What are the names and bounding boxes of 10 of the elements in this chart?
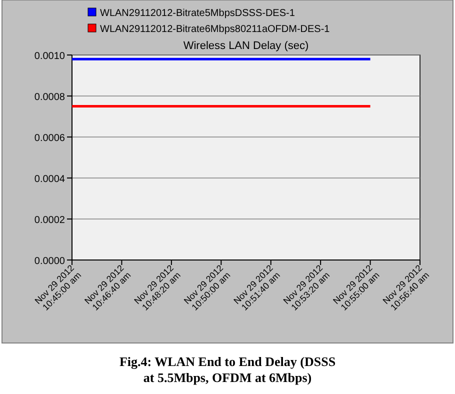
y-tick-label: 0.0006 bbox=[34, 133, 66, 144]
y-tick-label: 0.0002 bbox=[34, 215, 66, 226]
y-tick-label: 0.0000 bbox=[34, 256, 66, 267]
chart-title: Wireless LAN Delay (sec) bbox=[183, 40, 309, 52]
y-tick-label: 0.0008 bbox=[34, 92, 66, 103]
caption: Fig.4: WLAN End to End Delay (DSSS at 5.5Mbps, OFDM at 6Mbps) bbox=[119, 354, 336, 385]
legend-label: WLAN29112012-Bitrate5MbpsDSSS-DES-1 bbox=[100, 8, 296, 19]
y-tick-label: 0.0010 bbox=[34, 51, 66, 62]
y-tick-label: 0.0004 bbox=[34, 174, 66, 185]
legend-label: WLAN29112012-Bitrate6Mbps80211aOFDM-DES-1 bbox=[100, 24, 330, 35]
